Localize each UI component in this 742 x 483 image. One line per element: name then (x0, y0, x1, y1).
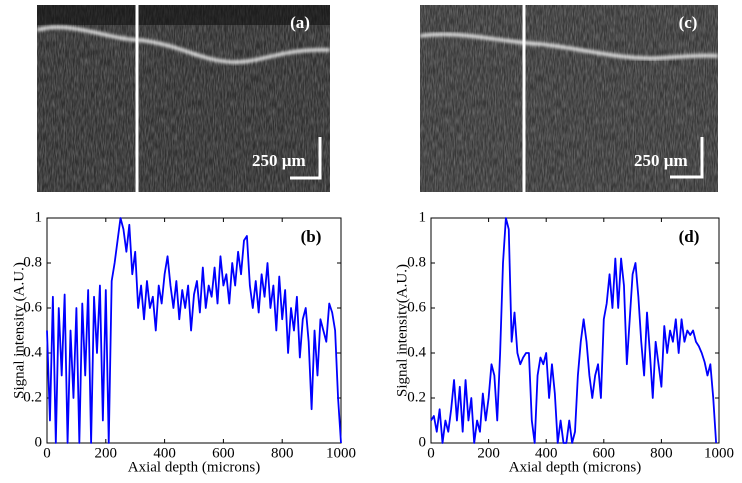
scale-bar-label: 250 µm (252, 151, 306, 170)
x-tick-label: 200 (477, 445, 500, 461)
y-axis-label: Signal intensity(A.U.) (394, 264, 410, 397)
y-tick-label: 0.8 (23, 254, 42, 270)
x-tick-label: 400 (153, 445, 176, 461)
x-tick-label: 0 (427, 445, 435, 461)
y-tick-label: 0.6 (23, 299, 42, 315)
y-tick-label: 0.8 (407, 254, 426, 270)
line-chart: 0 200 400 600 800 1000 0 0.2 0.4 0.6 0.8 1 Axial dep… (11, 209, 356, 475)
x-tick-label: 600 (212, 445, 235, 461)
line-series (46, 217, 342, 444)
line-series (430, 217, 718, 444)
y-tick-label: 0 (419, 434, 427, 450)
x-tick-label: 200 (95, 445, 118, 461)
x-tick-label: 1000 (326, 445, 356, 461)
image-label: (c) (679, 13, 698, 32)
y-tick-label: 0.6 (407, 299, 426, 315)
x-tick-label: 800 (650, 445, 673, 461)
line-chart: 0 200 400 600 800 1000 0 0.2 0.4 0.6 0.8 1 Axial dep… (394, 209, 734, 475)
y-tick-label: 0.2 (407, 389, 426, 405)
plot-frame (430, 217, 720, 444)
panel-label: (d) (679, 227, 700, 246)
x-axis-label: Axial depth (microns) (128, 459, 260, 475)
y-tick-label: 0.4 (407, 344, 426, 360)
oct-image-a: (a) 250 µm (36, 5, 331, 192)
image-label: (a) (290, 13, 310, 32)
panel-label: (b) (301, 227, 322, 246)
x-tick-label: 1000 (704, 445, 734, 461)
x-tick-label: 400 (535, 445, 558, 461)
y-tick-label: 0.4 (23, 344, 42, 360)
x-tick-label: 800 (271, 445, 294, 461)
y-tick-label: 1 (419, 209, 427, 225)
x-tick-label: 600 (593, 445, 616, 461)
x-tick-label: 0 (43, 445, 51, 461)
y-tick-label: 0.2 (23, 389, 42, 405)
y-tick-label: 0 (35, 434, 43, 450)
scale-bar-label: 250 µm (634, 151, 688, 170)
oct-image-c: (c) 250 µm (419, 5, 719, 192)
y-axis-label: Signal intensity (A.U.) (11, 262, 27, 399)
x-axis-label: Axial depth (microns) (509, 459, 641, 475)
y-tick-label: 1 (35, 209, 43, 225)
